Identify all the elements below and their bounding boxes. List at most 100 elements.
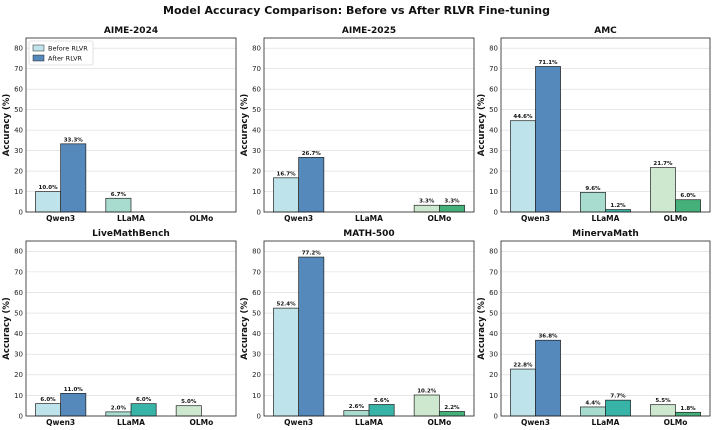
y-tick-label: 70: [252, 65, 261, 73]
chart-panel-1: 0 10 20 30 40 50 60 70 80 16.7% 3.3% 26.7% 3.3% Qwen3…: [240, 26, 475, 223]
y-tick-label: 50: [489, 106, 498, 114]
data-label: 2.0%: [111, 405, 127, 411]
y-axis-label: Accuracy (%): [240, 297, 250, 360]
bar-before-olmo: [413, 394, 440, 417]
x-tick-label: LLaMA: [592, 418, 620, 427]
x-tick-label: LLaMA: [592, 214, 620, 223]
x-tick-label: Qwen3: [46, 418, 75, 427]
bar-before-llama: [580, 191, 606, 213]
data-label: 77.2%: [302, 251, 322, 257]
bar-after-qwen3: [535, 339, 561, 417]
y-tick-label: 10: [252, 188, 261, 196]
bar-after-qwen3: [535, 66, 561, 213]
y-tick-label: 20: [252, 167, 261, 175]
y-tick-label: 50: [489, 309, 498, 317]
x-tick-label: OLMo: [189, 418, 213, 427]
y-tick-label: 80: [489, 248, 498, 256]
x-tick-label: OLMo: [664, 214, 688, 223]
x-tick-label: Qwen3: [284, 214, 313, 223]
data-label: 2.6%: [349, 404, 365, 410]
y-tick-label: 80: [489, 45, 498, 53]
bar-before-olmo: [413, 204, 440, 213]
legend-swatch: [32, 44, 45, 52]
y-tick-label: 10: [489, 392, 498, 400]
data-label: 4.4%: [585, 400, 601, 406]
panel-title: MinervaMath: [572, 229, 639, 239]
bar-before-qwen3: [510, 368, 536, 417]
x-tick-label: Qwen3: [46, 214, 75, 223]
x-tick-label: Qwen3: [521, 418, 550, 427]
bar-before-olmo: [175, 405, 202, 417]
y-tick-label: 60: [489, 289, 498, 297]
y-tick-label: 60: [252, 86, 261, 94]
data-label: 26.7%: [302, 151, 322, 157]
data-label: 3.3%: [444, 199, 460, 205]
y-axis-label: Accuracy (%): [2, 94, 12, 157]
y-tick-label: 20: [14, 167, 23, 175]
y-axis-label: Accuracy (%): [2, 297, 12, 360]
y-axis-label: Accuracy (%): [477, 94, 487, 157]
x-tick-label: LLaMA: [117, 418, 145, 427]
y-tick-label: 60: [14, 289, 23, 297]
bar-after-qwen3: [298, 256, 325, 417]
data-label: 5.5%: [655, 398, 671, 404]
y-tick-label: 0: [494, 412, 498, 420]
chart-panel-4: 0 10 20 30 40 50 60 70 80 52.4% 2.6% 10.2% 77.2% 5.6%…: [240, 229, 475, 427]
data-label: 16.7%: [277, 171, 297, 177]
plot-frame: [263, 240, 475, 417]
chart-panel-3: 0 10 20 30 40 50 60 70 80 6.0% 2.0% 5.0% 11.0% 6.0% Qw…: [2, 229, 237, 427]
bar-after-qwen3: [60, 143, 87, 213]
data-label: 5.6%: [374, 398, 390, 404]
y-tick-label: 0: [19, 208, 23, 216]
y-tick-label: 80: [252, 248, 261, 256]
data-label: 36.8%: [538, 334, 558, 340]
data-label: 33.3%: [64, 137, 84, 143]
panel-title: AIME-2024: [104, 26, 158, 36]
plot-frame: [25, 240, 237, 417]
bar-after-qwen3: [60, 393, 87, 417]
data-label: 11.0%: [64, 387, 84, 393]
y-tick-label: 20: [489, 167, 498, 175]
bar-after-olmo: [439, 204, 465, 213]
y-axis-label: Accuracy (%): [477, 297, 487, 360]
y-tick-label: 50: [252, 106, 261, 114]
y-tick-label: 10: [14, 392, 23, 400]
data-label: 52.4%: [277, 302, 297, 308]
bar-after-olmo: [439, 411, 465, 417]
x-tick-label: Qwen3: [284, 418, 313, 427]
bar-after-llama: [368, 404, 395, 417]
bar-before-llama: [105, 197, 132, 213]
bar-before-olmo: [650, 404, 676, 417]
bar-before-llama: [580, 406, 606, 417]
y-tick-label: 80: [252, 45, 261, 53]
legend-entry: Before RLVR: [48, 45, 88, 53]
y-tick-label: 30: [14, 147, 23, 155]
data-label: 22.8%: [513, 363, 533, 369]
panel-title: AMC: [594, 26, 617, 36]
y-tick-label: 40: [252, 330, 261, 338]
plot-frame: [500, 240, 711, 417]
data-label: 6.0%: [680, 193, 696, 199]
bar-after-qwen3: [298, 156, 325, 213]
y-tick-label: 40: [14, 127, 23, 135]
y-tick-label: 10: [489, 188, 498, 196]
plot-frame: [25, 37, 237, 213]
y-tick-label: 60: [489, 86, 498, 94]
x-tick-label: OLMo: [664, 418, 688, 427]
y-tick-label: 50: [14, 106, 23, 114]
panel-title: LiveMathBench: [92, 229, 170, 239]
y-tick-label: 40: [489, 330, 498, 338]
legend-box: [28, 40, 94, 66]
bar-before-qwen3: [273, 307, 300, 417]
y-tick-label: 0: [257, 208, 261, 216]
bar-before-qwen3: [510, 120, 536, 213]
y-tick-label: 30: [252, 147, 261, 155]
chart-panel-5: 0 10 20 30 40 50 60 70 80 22.8% 4.4% 5.5% 36.8% 7.7% 1…: [477, 229, 711, 427]
x-tick-label: LLaMA: [117, 214, 145, 223]
y-tick-label: 0: [19, 412, 23, 420]
y-tick-label: 70: [489, 268, 498, 276]
y-tick-label: 40: [252, 127, 261, 135]
bar-after-llama: [130, 403, 157, 417]
x-tick-label: OLMo: [427, 418, 451, 427]
